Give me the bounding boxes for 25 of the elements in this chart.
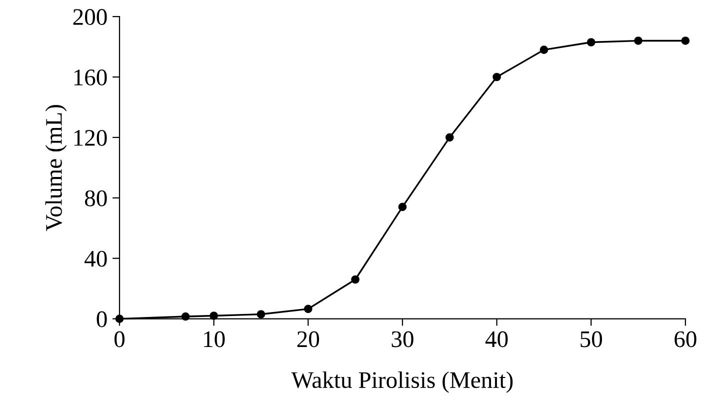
y-tick-label: 0 [96,311,107,328]
x-tick-label: 20 [297,331,320,348]
point [634,36,642,45]
point [304,304,312,314]
x-tick-label: 50 [580,331,602,348]
point [681,36,690,45]
point [256,310,266,318]
point [351,275,360,284]
point [398,202,407,212]
point [445,133,454,142]
point [540,46,548,54]
x-tick-label: 60 [674,331,696,348]
y-tick-label: 200 [73,9,107,25]
point [586,38,596,46]
point [492,72,501,82]
y-axis-title: Volume (mL) [45,104,67,232]
y-tick-label: 120 [74,130,107,146]
x-tick-label: 30 [392,331,414,348]
x-tick-label: 40 [485,331,508,348]
x-tick-label: 10 [204,331,225,348]
y-tick-label: 160 [74,69,107,86]
y-tick-label: 80 [84,190,107,206]
x-tick-label: 0 [114,331,125,348]
x-axis-title: Waktu Pirolisis (Menit) [291,371,513,393]
y-tick-label: 40 [84,250,107,267]
